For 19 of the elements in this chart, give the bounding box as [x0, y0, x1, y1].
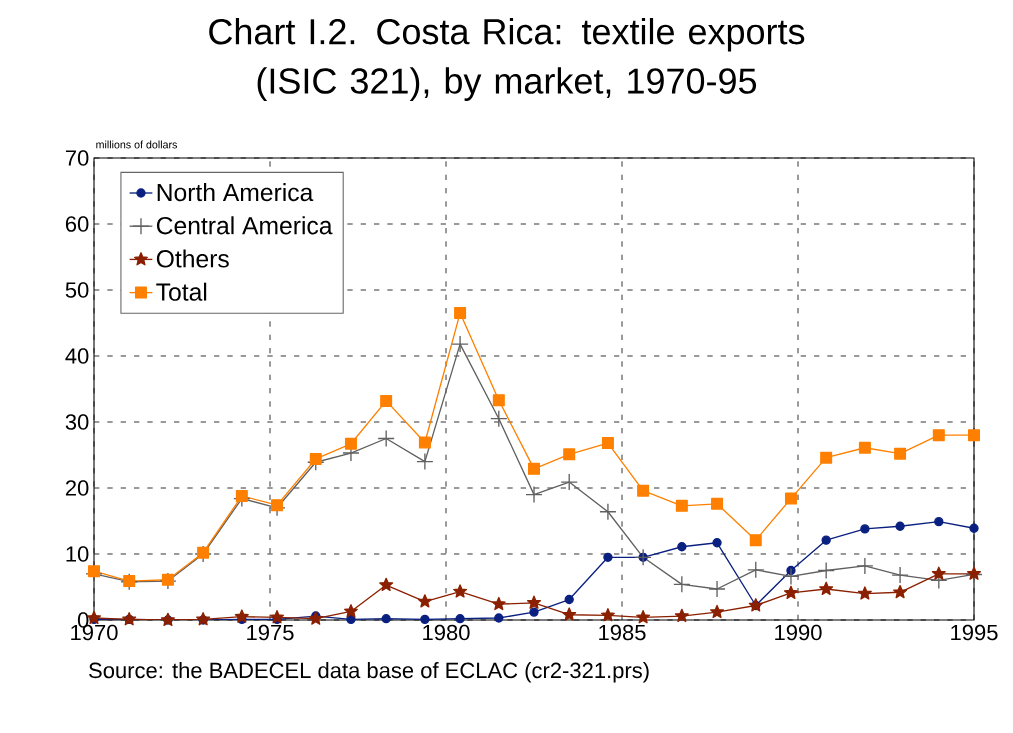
- y-tick-label: 50: [65, 282, 89, 298]
- source-note: Source: the BADECEL data base of ECLAC (cr2-321.prs): [89, 662, 649, 683]
- y-tick-label: 30: [65, 414, 89, 430]
- x-tick-label: 1995: [951, 624, 998, 641]
- x-tick-label: 1980: [423, 624, 470, 641]
- legend-label: Others: [156, 249, 229, 268]
- legend-label: Central America: [156, 216, 333, 235]
- y-tick-label: 70: [65, 150, 89, 166]
- legend-label: North America: [157, 183, 314, 202]
- y-axis-title: millions of dollars: [96, 140, 178, 149]
- legend-label: Total: [156, 282, 207, 301]
- y-tick-label: 40: [65, 348, 89, 364]
- x-tick-label: 1975: [247, 624, 294, 641]
- y-tick-label: 10: [66, 546, 89, 562]
- chart-title: Chart I.2. Costa Rica: textile exports (ISIC 321), by market, 1970-95: [209, 18, 805, 101]
- x-tick-label: 1985: [599, 624, 646, 641]
- y-tick-label: 20: [65, 480, 89, 496]
- y-tick-label: 60: [65, 216, 89, 232]
- x-tick-label: 1990: [775, 624, 822, 641]
